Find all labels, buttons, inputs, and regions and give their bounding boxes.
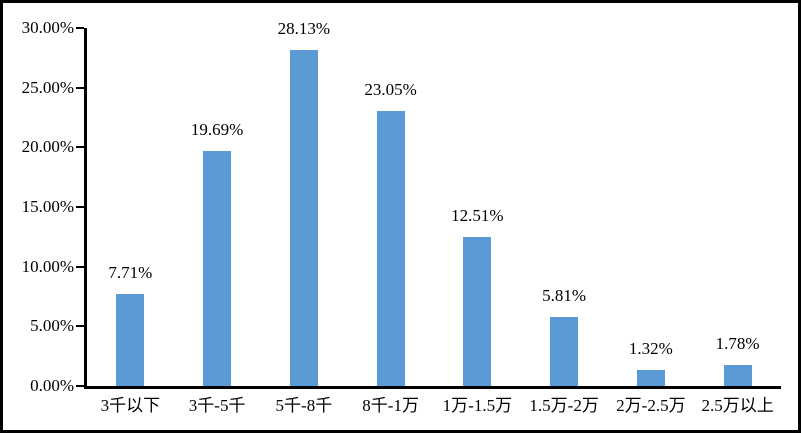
x-axis-line [84, 386, 781, 389]
y-axis-tick-label: 5.00% [30, 316, 74, 336]
y-axis-tick-label: 25.00% [21, 77, 74, 97]
x-axis-category-label: 3千-5千 [188, 396, 246, 415]
x-axis-category-label: 5千-8千 [275, 396, 333, 415]
y-axis-tick-mark [76, 146, 84, 149]
y-axis-tick-label: 10.00% [21, 256, 74, 276]
bar [723, 364, 752, 386]
x-axis-category-label: 2.5万以上 [701, 396, 774, 415]
bar-value-label: 5.81% [542, 285, 587, 305]
bar-value-label: 28.13% [277, 19, 331, 39]
y-axis-tick-mark [76, 325, 84, 328]
bar-value-label: 12.51% [451, 205, 504, 225]
bar [550, 316, 579, 386]
bar [376, 110, 405, 386]
y-axis-tick-mark [76, 86, 84, 89]
y-axis-tick-label: 30.00% [21, 18, 74, 37]
bar [463, 236, 492, 386]
bar-value-label: 23.05% [364, 79, 417, 99]
y-axis-tick-mark [76, 206, 84, 208]
y-axis-line [84, 28, 87, 388]
x-axis-category-label: 8千-1万 [362, 396, 419, 415]
y-axis-tick-mark [76, 27, 84, 29]
bar-value-label: 19.69% [190, 120, 244, 140]
y-axis-tick-label: 0.00% [30, 376, 74, 395]
x-axis-category-label: 3千以下 [100, 396, 161, 415]
x-axis-category-label: 1万-1.5万 [442, 396, 513, 415]
bar [636, 370, 665, 386]
x-axis-category-label: 1.5万-2万 [529, 396, 599, 415]
y-axis-tick-label: 20.00% [21, 137, 74, 157]
bar-value-label: 7.71% [108, 262, 153, 282]
y-axis-tick-mark [76, 265, 84, 268]
bar [116, 293, 145, 386]
bar-value-label: 1.78% [715, 333, 760, 353]
bar [203, 151, 232, 386]
bar [289, 50, 318, 386]
y-axis-tick-mark [76, 385, 84, 387]
bar-value-label: 1.32% [628, 339, 673, 359]
y-axis-tick-label: 15.00% [21, 197, 74, 216]
x-axis-category-label: 2万-2.5万 [616, 396, 686, 415]
